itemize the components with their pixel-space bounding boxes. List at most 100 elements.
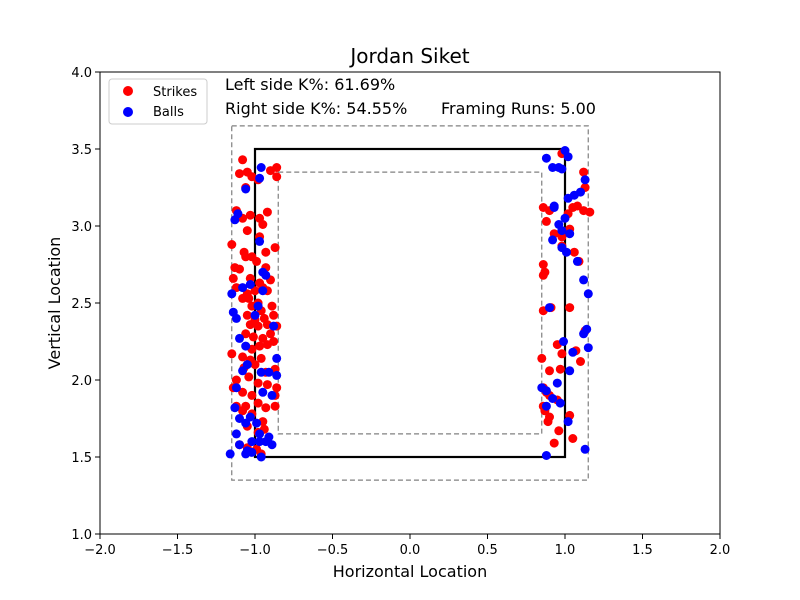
strikes-point	[238, 293, 248, 303]
legend-balls-label: Balls	[153, 105, 184, 120]
x-tick-label: −1.0	[239, 543, 271, 558]
x-axis-label: Horizontal Location	[333, 562, 487, 581]
balls-point	[255, 437, 265, 447]
balls-point	[242, 360, 252, 370]
balls-point	[565, 366, 575, 376]
y-tick-label: 2.5	[71, 297, 92, 312]
balls-point	[225, 449, 235, 459]
outer-zone-dashed	[231, 125, 589, 481]
balls-point	[563, 417, 573, 427]
strikes-point	[250, 286, 260, 296]
strikes-point	[242, 226, 252, 236]
y-tick-label: 1.0	[71, 528, 92, 543]
balls-point	[559, 337, 568, 346]
strikes-point	[272, 172, 282, 182]
x-tick-label: 1.0	[555, 543, 576, 558]
balls-point	[247, 437, 257, 447]
strikes-point	[579, 167, 589, 177]
y-tick-label: 4.0	[71, 66, 92, 81]
strikes-point	[235, 169, 244, 179]
balls-point	[235, 414, 244, 423]
strikes-point	[261, 247, 271, 257]
framing-runs-annotation: Framing Runs: 5.00	[441, 99, 596, 118]
balls-point	[579, 275, 589, 285]
y-axis-label: Vertical Location	[45, 237, 64, 370]
strikes-point	[557, 232, 567, 242]
balls-point	[227, 289, 237, 299]
balls-point	[242, 446, 252, 456]
strikes-point	[253, 378, 263, 388]
balls-point	[241, 184, 251, 194]
balls-point	[580, 444, 590, 454]
balls-point	[537, 383, 547, 393]
x-tick-label: −0.5	[317, 543, 349, 558]
strikes-point	[266, 329, 275, 339]
right-k-annotation: Right side K%: 54.55%	[225, 99, 407, 118]
balls-point	[235, 333, 244, 343]
strikes-point	[568, 434, 578, 443]
balls-point	[548, 163, 558, 172]
balls-point	[255, 236, 265, 246]
balls-point	[555, 398, 565, 408]
balls-point	[252, 418, 262, 428]
strikes-point	[255, 341, 265, 351]
x-tick-label: 0.5	[477, 543, 498, 558]
y-tick-label: 1.5	[71, 451, 92, 466]
strikes-point	[231, 375, 241, 385]
balls-point	[549, 203, 559, 212]
balls-point	[562, 247, 571, 257]
balls-point	[245, 412, 255, 422]
strikes-point	[555, 364, 565, 374]
balls-point	[241, 418, 251, 428]
strikes-point	[538, 260, 548, 269]
strikes-point	[541, 216, 551, 226]
strikes-point	[252, 256, 262, 266]
legend-strikes-label: Strikes	[153, 85, 197, 100]
chart-title: Jordan Siket	[348, 44, 469, 68]
balls-point	[568, 347, 578, 357]
strikes-point	[253, 398, 263, 408]
strikes-point	[253, 321, 263, 331]
strikes-point	[261, 403, 271, 413]
strikes-point	[576, 357, 585, 366]
strikes-point	[269, 310, 279, 320]
balls-point	[231, 313, 241, 323]
strikes-point	[270, 243, 280, 253]
balls-point	[552, 378, 562, 388]
strikes-point	[545, 366, 554, 376]
strikes-point	[238, 155, 248, 165]
strikes-point	[250, 360, 260, 370]
legend-strikes-marker	[123, 86, 133, 96]
balls-point	[563, 152, 573, 162]
strikes-point	[238, 406, 248, 416]
balls-point	[267, 390, 277, 400]
balls-point	[269, 321, 279, 331]
balls-point	[272, 370, 282, 380]
strikes-point	[538, 270, 548, 280]
strikes-point	[258, 333, 268, 343]
strikes-point	[269, 337, 279, 346]
strikes-point	[262, 380, 272, 390]
balls-point	[580, 175, 590, 185]
strikes-point	[242, 310, 252, 320]
balls-point	[560, 213, 570, 223]
balls-point	[261, 270, 271, 280]
strikes-point	[572, 201, 582, 211]
x-tick-label: −2.0	[84, 543, 116, 558]
strikes-point	[272, 383, 282, 393]
balls-point	[541, 451, 551, 460]
strikes-point	[238, 387, 248, 397]
balls-point	[238, 283, 248, 293]
strikes-point	[569, 247, 579, 257]
strikes-point	[262, 207, 272, 217]
strikes-point	[565, 303, 575, 313]
balls-point	[272, 353, 282, 363]
strikes-point	[248, 332, 258, 342]
balls-point	[258, 286, 268, 296]
strikes-point	[247, 301, 257, 311]
strikes-point	[235, 264, 244, 274]
balls-point	[250, 310, 260, 320]
balls-point	[557, 164, 567, 174]
y-tick-label: 2.0	[71, 374, 92, 389]
